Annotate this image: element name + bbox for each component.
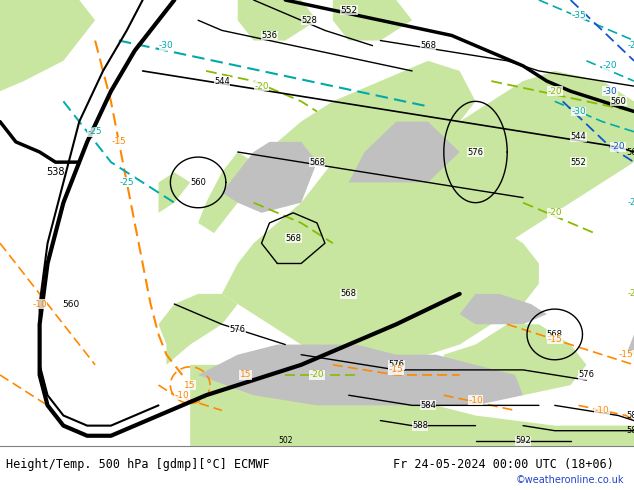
Text: -20: -20 — [627, 41, 634, 50]
Text: 15: 15 — [184, 381, 196, 390]
Text: -15: -15 — [619, 350, 633, 359]
Text: -30: -30 — [603, 87, 618, 96]
Text: 560: 560 — [190, 178, 206, 187]
Polygon shape — [238, 0, 317, 41]
Text: -15: -15 — [389, 366, 404, 374]
Text: -10: -10 — [468, 396, 483, 405]
Text: 552: 552 — [340, 5, 358, 15]
Text: 560: 560 — [63, 299, 80, 309]
Text: 584: 584 — [626, 411, 634, 420]
Text: 552: 552 — [571, 158, 586, 167]
Text: 568: 568 — [285, 234, 301, 243]
Text: 584: 584 — [420, 401, 436, 410]
Text: -25: -25 — [119, 178, 134, 187]
Text: ©weatheronline.co.uk: ©weatheronline.co.uk — [516, 475, 624, 485]
Polygon shape — [158, 294, 238, 365]
Polygon shape — [333, 0, 412, 41]
Text: -20: -20 — [603, 61, 618, 71]
Text: 568: 568 — [626, 147, 634, 156]
Polygon shape — [158, 172, 190, 213]
Text: -25: -25 — [87, 127, 103, 136]
Text: -15: -15 — [547, 335, 562, 344]
Polygon shape — [460, 294, 547, 324]
Text: 536: 536 — [261, 31, 278, 40]
Polygon shape — [349, 122, 460, 182]
Polygon shape — [396, 71, 634, 243]
Text: 560: 560 — [610, 97, 626, 106]
Text: 576: 576 — [467, 147, 484, 156]
Text: 544: 544 — [571, 132, 586, 141]
Text: Fr 24-05-2024 00:00 UTC (18+06): Fr 24-05-2024 00:00 UTC (18+06) — [393, 458, 614, 471]
Polygon shape — [222, 162, 539, 365]
Text: 588: 588 — [626, 426, 634, 435]
Text: 576: 576 — [578, 370, 595, 379]
Text: -10: -10 — [595, 406, 610, 415]
Text: Height/Temp. 500 hPa [gdmp][°C] ECMWF: Height/Temp. 500 hPa [gdmp][°C] ECMWF — [6, 458, 270, 471]
Text: 588: 588 — [412, 421, 428, 430]
Text: -20: -20 — [627, 290, 634, 298]
Text: 568: 568 — [340, 290, 357, 298]
Text: 528: 528 — [301, 16, 317, 25]
Text: 568: 568 — [309, 158, 325, 167]
Text: 538: 538 — [46, 167, 65, 177]
Text: 576: 576 — [388, 360, 404, 369]
Polygon shape — [444, 324, 586, 395]
Text: 544: 544 — [214, 76, 230, 86]
Text: -20: -20 — [254, 82, 269, 91]
Text: 568: 568 — [547, 330, 563, 339]
Text: -15: -15 — [112, 137, 126, 147]
Text: -10: -10 — [175, 391, 190, 400]
Text: -30: -30 — [159, 41, 174, 50]
Text: -20: -20 — [627, 198, 634, 207]
Text: 15: 15 — [240, 370, 252, 379]
Polygon shape — [190, 365, 634, 446]
Text: -20: -20 — [547, 87, 562, 96]
Polygon shape — [222, 142, 317, 213]
Polygon shape — [278, 61, 476, 172]
Text: -35: -35 — [571, 11, 586, 20]
Text: -20: -20 — [309, 370, 325, 379]
Polygon shape — [0, 0, 95, 91]
Text: 502: 502 — [278, 436, 292, 445]
Text: -20: -20 — [611, 143, 626, 151]
Text: 576: 576 — [230, 325, 246, 334]
Polygon shape — [198, 152, 254, 233]
Polygon shape — [198, 344, 523, 405]
Text: -30: -30 — [571, 107, 586, 116]
Text: -10: -10 — [32, 299, 47, 309]
Polygon shape — [626, 284, 634, 355]
Text: 592: 592 — [515, 436, 531, 445]
Text: -20: -20 — [547, 208, 562, 218]
Text: 568: 568 — [420, 41, 436, 50]
